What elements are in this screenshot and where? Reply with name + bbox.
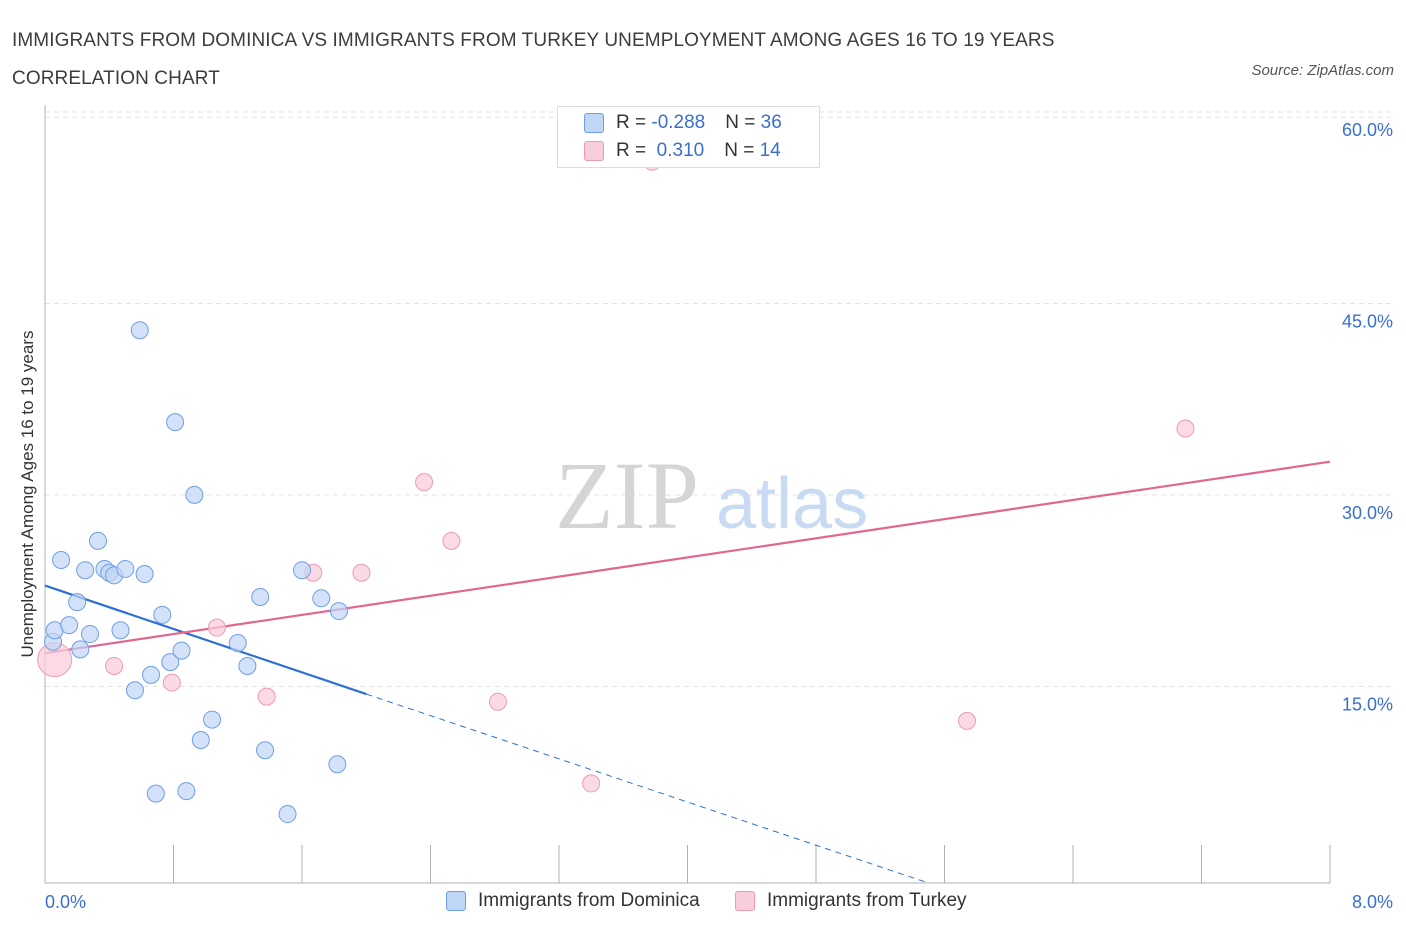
point-turkey: [442, 531, 461, 550]
legend-n-label: N =: [725, 112, 761, 133]
point-dominica: [172, 641, 191, 660]
point-dominica: [328, 755, 347, 774]
point-dominica: [238, 656, 257, 675]
legend-r-value-turkey: 0.310: [651, 140, 705, 161]
legend-swatch-turkey: [584, 140, 604, 161]
point-dominica: [52, 551, 71, 570]
point-dominica: [68, 593, 87, 612]
legend-n-label: N =: [724, 140, 760, 161]
watermark-zip: ZIP: [555, 442, 699, 549]
trend-lines: [44, 460, 1331, 884]
point-dominica: [191, 731, 210, 750]
point-turkey: [105, 656, 124, 675]
point-turkey: [1176, 419, 1195, 438]
point-dominica: [71, 640, 90, 659]
y-tick-label: 45.0%: [1342, 312, 1393, 332]
point-dominica: [89, 531, 108, 550]
point-dominica: [177, 782, 196, 801]
point-turkey: [957, 711, 976, 730]
legend: R = -0.288 N = 36 R = 0.310 N = 14: [557, 106, 820, 168]
point-dominica: [185, 485, 204, 504]
point-dominica: [166, 413, 185, 432]
bottom-legend-swatch-dominica: [446, 891, 466, 911]
chart-title: IMMIGRANTS FROM DOMINICA VS IMMIGRANTS F…: [12, 30, 1055, 89]
source-label: Source: ZipAtlas.com: [1251, 62, 1394, 79]
legend-r-label: R =: [616, 112, 652, 133]
x-tick-label-min: 0.0%: [45, 892, 86, 912]
point-dominica: [146, 784, 165, 803]
point-turkey: [257, 687, 276, 706]
trend-line-turkey: [44, 460, 1331, 655]
point-dominica: [111, 621, 130, 640]
data-points: [37, 152, 1195, 824]
legend-row-turkey: R = 0.310 N = 14: [584, 140, 781, 164]
point-dominica: [251, 588, 270, 607]
point-turkey: [488, 692, 507, 711]
point-dominica: [293, 561, 311, 580]
legend-swatch-dominica: [584, 112, 604, 133]
point-dominica: [256, 741, 275, 760]
bottom-legend-label-turkey: Immigrants from Turkey: [767, 890, 967, 911]
bottom-legend-label-dominica: Immigrants from Dominica: [478, 890, 700, 911]
point-dominica: [161, 653, 180, 672]
axes: [44, 105, 1331, 884]
point-turkey: [207, 618, 226, 637]
point-dominica: [125, 681, 144, 700]
point-dominica: [80, 625, 99, 644]
trend-line-dominica-extension: [366, 693, 929, 884]
point-dominica: [329, 602, 348, 621]
y-tick-label: 60.0%: [1342, 120, 1393, 140]
tick-labels: 15.0% 30.0% 45.0% 60.0% 0.0% 8.0%: [45, 120, 1393, 912]
x-tick-label-max: 8.0%: [1352, 892, 1393, 912]
point-turkey: [415, 473, 434, 492]
point-dominica: [142, 665, 161, 684]
y-tick-label: 30.0%: [1342, 503, 1393, 523]
point-dominica: [116, 559, 135, 578]
bottom-legend-dominica: Immigrants from Dominica: [446, 890, 700, 912]
y-tick-label: 15.0%: [1342, 695, 1393, 715]
point-dominica: [278, 805, 297, 824]
point-dominica: [312, 589, 331, 608]
legend-n-value-turkey: 14: [759, 140, 781, 161]
legend-row-dominica: R = -0.288 N = 36: [584, 112, 782, 136]
point-turkey: [352, 563, 371, 582]
point-dominica: [76, 561, 95, 580]
point-turkey: [582, 774, 601, 793]
point-dominica: [135, 565, 154, 584]
point-turkey: [162, 673, 181, 692]
bottom-legend-turkey: Immigrants from Turkey: [735, 890, 967, 912]
point-dominica: [228, 633, 247, 652]
bottom-legend: Immigrants from Dominica Immigrants from…: [446, 890, 997, 917]
watermark-atlas: atlas: [716, 464, 868, 544]
point-dominica: [130, 321, 149, 340]
point-dominica: [60, 616, 79, 635]
legend-n-value-dominica: 36: [760, 112, 782, 133]
legend-r-label: R =: [616, 140, 652, 161]
watermark: ZIP atlas: [555, 442, 868, 549]
trend-line-dominica: [44, 584, 367, 696]
gridlines: [45, 111, 1395, 687]
bottom-legend-swatch-turkey: [735, 891, 755, 911]
legend-r-value-dominica: -0.288: [651, 112, 706, 133]
point-dominica: [153, 605, 172, 624]
point-dominica: [203, 710, 222, 729]
